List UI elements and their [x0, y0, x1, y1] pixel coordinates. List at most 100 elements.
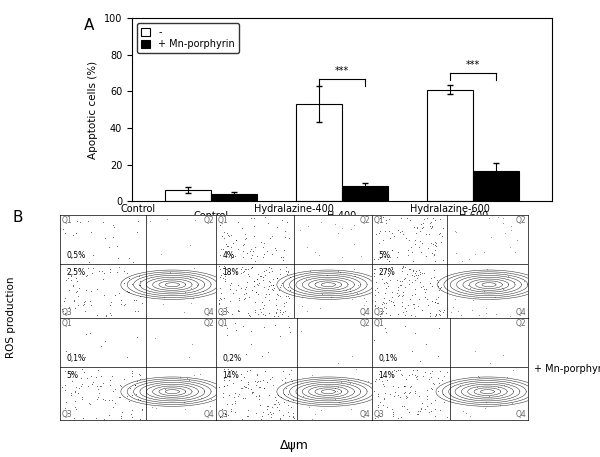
Point	[272, 306, 282, 313]
Point	[68, 282, 78, 290]
Point	[241, 289, 251, 297]
Point	[385, 254, 395, 261]
Point	[70, 297, 79, 304]
Point	[260, 312, 269, 319]
Point	[393, 248, 403, 255]
Point	[271, 302, 281, 309]
Point	[330, 395, 340, 403]
Point	[408, 366, 418, 373]
Point	[259, 276, 268, 284]
Point	[422, 403, 431, 410]
Point	[136, 372, 145, 379]
Point	[275, 270, 284, 277]
Point	[275, 306, 285, 314]
Point	[241, 283, 251, 290]
Point	[134, 272, 143, 280]
Point	[416, 404, 425, 412]
Point	[225, 250, 235, 258]
Point	[410, 312, 419, 319]
Point	[119, 375, 129, 383]
Point	[266, 409, 275, 416]
Point	[432, 276, 442, 283]
Point	[99, 415, 109, 423]
Point	[105, 302, 115, 309]
Point	[415, 358, 425, 365]
Point	[190, 371, 199, 378]
Point	[70, 297, 79, 304]
Point	[253, 311, 263, 318]
Point	[271, 309, 281, 317]
Point	[310, 248, 320, 255]
Bar	[342, 186, 388, 201]
Point	[422, 340, 431, 347]
Text: 4%: 4%	[222, 251, 234, 260]
Point	[230, 399, 240, 407]
Point	[407, 370, 416, 377]
Point	[371, 297, 380, 304]
Point	[385, 390, 395, 397]
Point	[124, 288, 134, 295]
Point	[416, 268, 425, 276]
Point	[400, 311, 409, 318]
Point	[226, 279, 235, 287]
Point	[422, 396, 432, 403]
Point	[260, 214, 269, 221]
Point	[135, 415, 145, 423]
Point	[425, 223, 435, 230]
Point	[415, 237, 425, 244]
Point	[275, 265, 285, 272]
Point	[236, 266, 246, 273]
Point	[106, 310, 115, 317]
Point	[106, 298, 116, 306]
Point	[347, 352, 357, 359]
Point	[199, 287, 208, 295]
Text: Q1: Q1	[62, 216, 72, 225]
Point	[423, 302, 433, 309]
Point	[498, 286, 508, 293]
Text: Q3: Q3	[218, 410, 229, 420]
Point	[245, 366, 255, 373]
Point	[278, 256, 288, 263]
Point	[253, 275, 262, 282]
Point	[243, 270, 253, 277]
Point	[289, 397, 298, 404]
Point	[239, 295, 249, 303]
Point	[215, 265, 225, 272]
Point	[439, 256, 448, 264]
Point	[133, 334, 142, 341]
Point	[260, 367, 270, 375]
Point	[286, 376, 296, 383]
Point	[116, 382, 125, 389]
Point	[273, 398, 283, 405]
Point	[60, 387, 70, 394]
Point	[295, 226, 304, 233]
Point	[65, 303, 74, 311]
Text: 14%: 14%	[222, 371, 239, 380]
Point	[230, 408, 240, 415]
Point	[461, 409, 470, 417]
Point	[412, 230, 421, 237]
Point	[259, 251, 268, 258]
Text: Q3: Q3	[374, 410, 385, 420]
Point	[88, 265, 98, 272]
Point	[431, 243, 440, 250]
Bar	[165, 190, 211, 201]
Point	[109, 404, 118, 411]
Point	[386, 263, 396, 271]
Point	[438, 309, 448, 316]
Point	[374, 412, 383, 419]
Point	[107, 372, 117, 379]
Point	[220, 294, 229, 302]
Text: ***: ***	[466, 60, 481, 70]
Point	[57, 383, 67, 390]
Point	[439, 306, 448, 314]
Point	[429, 267, 439, 274]
Point	[82, 272, 91, 280]
Point	[410, 329, 419, 336]
Point	[101, 313, 111, 320]
Point	[401, 283, 410, 290]
Point	[472, 384, 482, 391]
Point	[402, 270, 412, 277]
Point	[116, 412, 126, 420]
Point	[258, 273, 268, 280]
